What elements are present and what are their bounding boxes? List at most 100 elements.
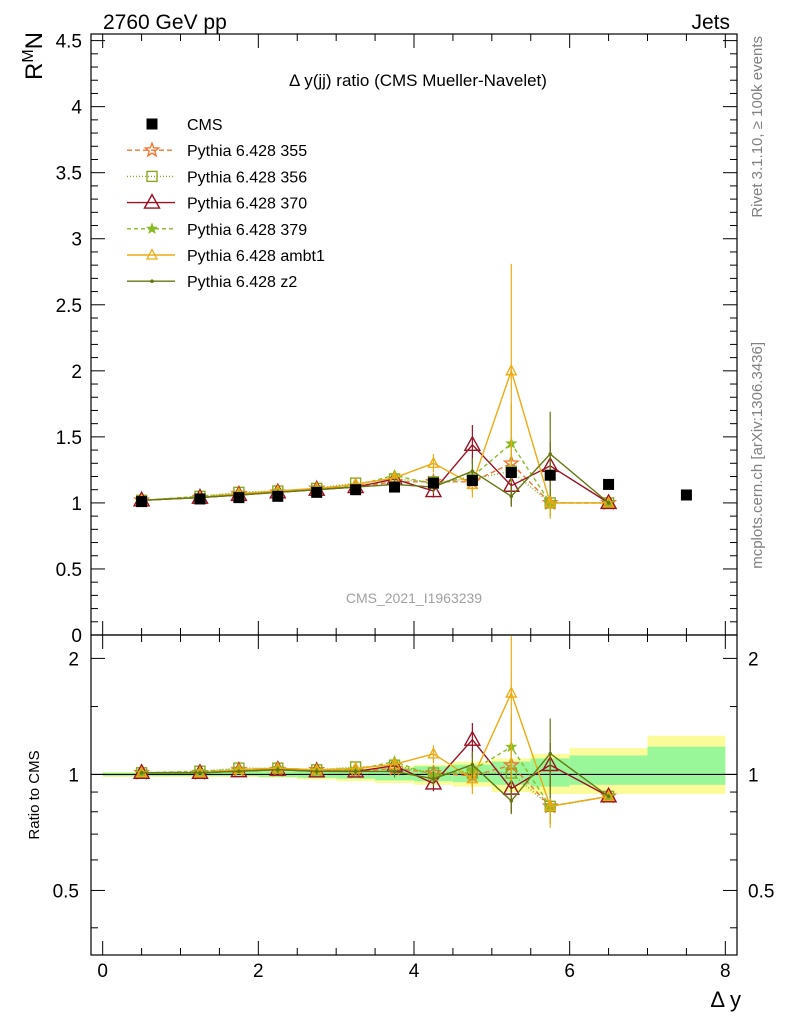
y-tick-label: 1 [71,494,82,515]
data-point [548,452,553,456]
collision-label: 2760 GeV pp [103,11,227,34]
legend-label: Pythia 6.428 370 [187,196,307,213]
x-tick-label: 2 [253,961,264,982]
ratio-data-point [135,765,148,778]
legend-label: Pythia 6.428 z2 [187,274,297,291]
ratio-plot-data [132,636,618,828]
band-inner [647,746,726,785]
ratio-data-point [353,769,358,774]
series-line [141,442,609,504]
legend-label: Pythia 6.428 ambt1 [187,248,325,265]
legend-label: Pythia 6.428 379 [187,222,307,239]
cms-data-point [194,493,206,505]
x-tick-label: 0 [97,961,108,982]
legend-marker [150,279,154,284]
legend-marker [143,141,161,158]
ratio-frame [90,634,738,956]
cms-data-point [466,474,478,486]
source-label: mcplots.cern.ch [arXiv:1306.3436] [749,342,766,569]
ratio-data-point [314,769,319,774]
legend-marker [143,193,161,209]
cms-data-point [311,486,323,498]
ratio-data-point [463,730,482,746]
ratio-series-line [141,691,609,808]
cms-data-point [272,490,284,502]
ratio-data-point [392,769,397,774]
legend-entry: Pythia 6.428 379 [127,222,307,239]
legend-marker [146,170,158,183]
ratio-data-point [139,770,144,775]
ratio-data-point [232,762,245,775]
ratio-tick-label-right: 2 [748,649,759,670]
x-tick-label: 8 [720,961,731,982]
ratio-data-point [198,771,202,775]
cms-data-point [389,481,401,493]
y-tick-label: 3 [71,230,82,251]
legend-marker [145,248,159,260]
legend-entry: Pythia 6.428 355 [127,141,307,160]
legend-entry: Pythia 6.428 370 [127,193,307,213]
ratio-data-point [602,789,615,802]
data-point [509,494,514,499]
y-tick-label: 2 [71,362,82,383]
data-point [544,496,557,508]
ratio-tick-label: 0.5 [53,881,79,902]
legend-label: Pythia 6.428 356 [187,169,307,186]
ratio-series-line [141,764,609,808]
data-point [463,435,482,451]
data-point [505,363,518,376]
cms-data-point [427,477,439,489]
main-y-axis-title: RMN [20,32,48,80]
x-tick-label: 4 [409,961,420,982]
cms-data-point [233,492,245,504]
data-point [602,496,615,508]
series-p379 [135,403,615,517]
series-line [141,453,610,504]
series-ambt1 [135,263,615,519]
chart-title: Δ y(jj) ratio (CMS Mueller-Navelet) [289,71,547,90]
legend-marker [146,118,158,130]
data-point [606,501,611,505]
ratio-series-z2 [139,718,611,815]
ratio-tick-label: 1 [68,765,79,786]
svg-text:RMN: RMN [20,32,48,80]
ratio-tick-label-right: 1 [748,765,759,786]
ratio-data-point [191,763,209,780]
series-line [141,368,609,504]
y-tick-label: 2.5 [56,296,82,317]
ratio-data-point [505,686,518,698]
legend-label: Pythia 6.428 355 [187,143,307,160]
ratio-y-axis-title: Ratio to CMS [26,750,43,839]
data-point [424,481,443,498]
series-line [141,470,609,504]
ratio-data-point [237,769,241,774]
legend: CMS Pythia 6.428 355 Pythia 6.428 356 Pythi… [127,117,325,291]
ratio-tick-label-right: 0.5 [748,881,774,902]
ratio-data-point [424,773,443,790]
analysis-label: CMS_2021_I1963239 [346,590,482,606]
legend-marker [145,222,159,235]
cms-data-point [603,478,615,490]
cms-data-point [505,467,517,479]
y-tick-label: 4.5 [56,32,82,53]
legend-entry: Pythia 6.428 356 [127,169,307,186]
y-tick-label: 1.5 [56,428,82,449]
ratio-data-point [544,799,557,811]
legend-entry: CMS [146,117,223,134]
data-point [427,456,440,468]
y-tick-label: 4 [71,98,82,119]
cms-data-point [544,469,556,481]
ratio-data-point [548,751,553,756]
y-tick-label: 3.5 [56,164,82,185]
ratio-data-point [470,762,475,767]
series-z2 [139,411,611,507]
ratio-series-line [141,752,610,802]
cms-data-point [680,489,692,501]
ratio-data-point [466,771,479,784]
series-line [141,443,609,504]
ratio-data-point [431,777,436,781]
y-tick-label: 0.5 [56,560,82,581]
legend-label: CMS [187,117,223,134]
ratio-data-point [606,794,611,799]
